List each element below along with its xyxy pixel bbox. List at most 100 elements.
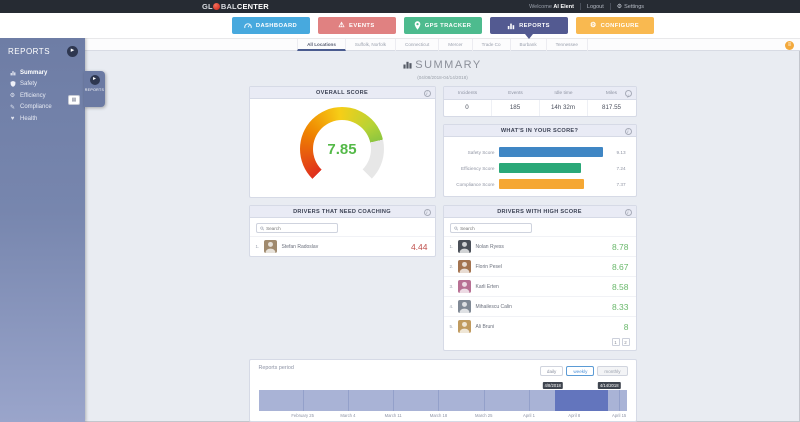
- stat-header-miles: Miles: [605, 91, 618, 96]
- sidebar-popout-button[interactable]: ▦: [68, 95, 80, 105]
- bar-track: [498, 163, 614, 173]
- nav-reports-label: REPORTS: [519, 22, 550, 29]
- user-name: Al Elent: [553, 3, 574, 10]
- sidebar-item-compliance[interactable]: ✎ Compliance: [0, 102, 85, 114]
- high-score-driver-row[interactable]: 2. Florin Pesel 8.67: [443, 256, 636, 276]
- high-score-drivers-card: DRIVERS WITH HIGH SCORE 1. Nolan Ryess 8…: [442, 205, 637, 351]
- high-score-driver-row[interactable]: 4. Mihailescu Calin 8.33: [443, 296, 636, 316]
- high-score-card-title: DRIVERS WITH HIGH SCORE: [497, 209, 582, 215]
- selected-period-range[interactable]: [554, 390, 609, 411]
- driver-name: Mihailescu Calin: [475, 303, 512, 310]
- high-score-driver-row[interactable]: 5. Ali Bruni 8: [443, 316, 636, 336]
- driver-rank: 1.: [449, 244, 454, 249]
- globe-icon: [213, 3, 221, 10]
- overall-score-card: OVERALL SCORE 7.85: [248, 86, 436, 198]
- high-score-driver-row[interactable]: 1. Nolan Ryess 8.78: [443, 236, 636, 256]
- coaching-card-title: DRIVERS THAT NEED COACHING: [293, 209, 391, 215]
- tab-location-3[interactable]: Connecticut: [396, 39, 440, 51]
- tab-location-4[interactable]: Mercer: [439, 39, 473, 51]
- nav-dashboard-button[interactable]: DASHBOARD: [231, 17, 310, 34]
- reports-period-card: Reports period daily weekly monthly 4/8/…: [248, 359, 637, 422]
- person-icon: [459, 261, 469, 273]
- sidebar-item-efficiency[interactable]: ⚙ Efficiency: [0, 90, 85, 102]
- bar-chart-icon: [9, 70, 16, 76]
- logout-link[interactable]: Logout: [586, 3, 604, 10]
- bar-value: 7.24: [616, 165, 626, 171]
- driver-avatar: [457, 320, 471, 333]
- bar-chart-icon: [507, 22, 515, 30]
- nav-dashboard-label: DASHBOARD: [255, 22, 298, 29]
- axis-label: March 4: [340, 413, 356, 418]
- collapse-sidebar-icon[interactable]: ▸: [67, 46, 78, 57]
- hamburger-menu-button[interactable]: ≡: [785, 41, 794, 50]
- person-icon: [459, 241, 469, 253]
- search-icon: [453, 226, 458, 231]
- sidebar-item-label: Compliance: [20, 104, 52, 111]
- driver-avatar: [457, 240, 471, 253]
- location-tab-strip: All Locations Suffolk, Norfolk Connectic…: [0, 38, 800, 51]
- coaching-search-input[interactable]: [266, 225, 334, 231]
- weekly-button[interactable]: weekly: [566, 366, 595, 376]
- axis-label: February 25: [291, 413, 314, 418]
- tab-location-2[interactable]: Suffolk, Norfolk: [346, 39, 396, 51]
- nav-reports-button[interactable]: REPORTS: [489, 17, 568, 39]
- timeline-gridline: [619, 390, 621, 411]
- warning-icon: ⚠: [338, 22, 346, 29]
- sidebar-item-summary[interactable]: Summary: [0, 67, 85, 79]
- high-score-driver-row[interactable]: 3. Karli Erten 8.58: [443, 276, 636, 296]
- logo-text-gl: GL: [202, 2, 213, 11]
- tab-location-6[interactable]: Burbank: [511, 39, 547, 51]
- efficiency-score-bar-row: Efficiency Score 7.24: [447, 160, 629, 176]
- sidebar-item-health[interactable]: ♥ Health: [0, 113, 85, 125]
- bar-label: Safety Score: [467, 149, 495, 155]
- coaching-driver-row[interactable]: 1. Stefan Radoslav 4.44: [249, 236, 435, 256]
- driver-rank: 3.: [449, 284, 454, 289]
- timeline-axis: February 25 March 4 March 11 March 18 Ma…: [259, 411, 627, 419]
- pagination: 1 2: [444, 336, 636, 350]
- search-icon: [259, 226, 264, 231]
- axis-label: April 15: [612, 413, 627, 418]
- settings-link[interactable]: ⚙ Settings: [616, 3, 644, 11]
- score-breakdown-title: WHAT'S IN YOUR SCORE?: [500, 128, 579, 134]
- info-icon[interactable]: [624, 90, 632, 97]
- nav-configure-button[interactable]: ⚙ CONFIGURE: [575, 17, 654, 34]
- info-icon[interactable]: [423, 208, 431, 216]
- top-bar: GL BAL CENTER Welcome Al Elent Logout ⚙ S…: [0, 0, 800, 13]
- tab-location-7[interactable]: Tennessee: [547, 39, 588, 51]
- collapse-sidebar-icon: ▸: [89, 75, 100, 85]
- tab-location-5[interactable]: Trade Co: [473, 39, 511, 51]
- nav-gps-tracker-button[interactable]: GPS TRACKER: [403, 17, 482, 34]
- nav-events-button[interactable]: ⚠ EVENTS: [317, 17, 396, 34]
- bar-value: 9.13: [616, 149, 626, 155]
- coaching-drivers-card: DRIVERS THAT NEED COACHING 1. Stefan Rad…: [248, 205, 436, 257]
- map-pin-icon: [414, 21, 421, 30]
- driver-score: 8.78: [611, 241, 629, 252]
- driver-score: 8: [623, 321, 629, 332]
- info-icon[interactable]: [624, 208, 632, 216]
- timeline-gridline: [528, 390, 530, 411]
- page-1-button[interactable]: 1: [611, 338, 620, 346]
- gear-icon: ⚙: [616, 4, 623, 10]
- logo-text-center: CENTER: [236, 2, 269, 11]
- page-2-button[interactable]: 2: [621, 338, 630, 346]
- driver-score: 8.33: [611, 301, 629, 312]
- daily-button[interactable]: daily: [539, 366, 564, 376]
- reports-mini-tab[interactable]: ▸ REPORTS: [84, 71, 105, 107]
- high-score-search-input[interactable]: [460, 225, 528, 231]
- high-score-search-box[interactable]: [449, 223, 532, 233]
- driver-score: 8.67: [611, 261, 629, 272]
- coaching-search-box[interactable]: [255, 223, 338, 233]
- logo-text-bal: BAL: [220, 2, 237, 11]
- timeline-band[interactable]: [258, 390, 627, 411]
- sidebar-item-safety[interactable]: Safety: [0, 79, 85, 91]
- monthly-button[interactable]: monthly: [597, 366, 628, 376]
- reports-period-label: Reports period: [258, 365, 294, 371]
- driver-name: Florin Pesel: [475, 263, 502, 270]
- info-icon[interactable]: [624, 127, 632, 135]
- nav-configure-label: CONFIGURE: [600, 22, 640, 29]
- axis-label: April 1: [523, 413, 535, 418]
- tab-all-locations[interactable]: All Locations: [297, 39, 346, 51]
- info-icon[interactable]: [423, 89, 431, 97]
- efficiency-score-bar: [498, 163, 582, 173]
- sidebar-item-label: Summary: [20, 69, 48, 76]
